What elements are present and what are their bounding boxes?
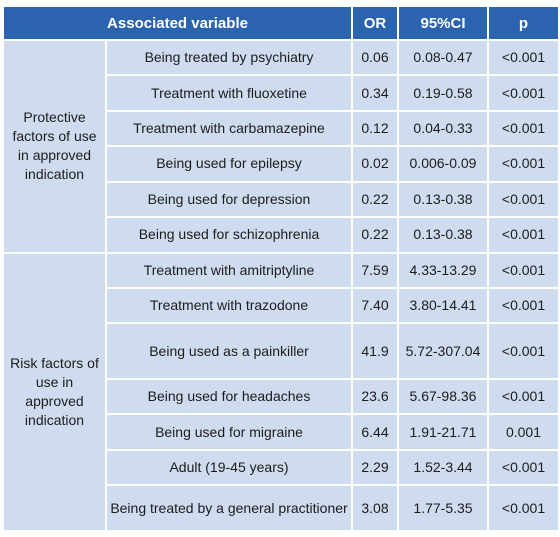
ci-cell: 5.72-307.04 [397,322,489,381]
ci-cell: 1.77-5.35 [397,484,489,532]
table-row: Treatment with trazodone 7.40 3.80-14.41 <0… [3,286,560,325]
variable-cell: Treatment with fluoxetine [105,74,353,112]
p-value-cell: <0.001 [487,109,560,148]
variable-cell: Being used for epilepsy [105,145,353,183]
variable-cell: Being used for headaches [105,378,353,416]
variable-cell: Being used as a painkiller [105,322,353,381]
variable-cell: Treatment with trazodone [105,286,353,325]
p-value-cell: <0.001 [487,145,560,183]
or-cell: 0.22 [351,180,399,219]
variable-cell: Treatment with amitriptyline [105,251,353,289]
p-value-cell: <0.001 [487,38,560,77]
group-label: Protective factors of use in approved in… [2,39,107,254]
p-value-cell: <0.001 [487,251,560,289]
variable-cell: Being used for schizophrenia [105,216,353,254]
results-table: Associated variable OR 95%CI p Protectiv… [2,5,560,533]
header-row: Associated variable OR 95%CI p [2,5,560,41]
table-row: Treatment with carbamazepine 0.12 0.04-0.3… [3,109,560,148]
header-p: p [487,5,560,41]
or-cell: 0.06 [351,38,399,77]
table-row: Being used for headaches 23.6 5.67-98.36 <0… [3,378,560,416]
p-value-cell: <0.001 [487,378,560,416]
p-value-cell: <0.001 [487,322,560,381]
or-cell: 23.6 [351,378,399,416]
variable-cell: Treatment with carbamazepine [105,109,353,148]
ci-cell: 0.13-0.38 [397,180,489,219]
or-cell: 0.02 [351,145,399,183]
or-cell: 6.44 [351,413,399,451]
ci-cell: 0.13-0.38 [397,216,489,254]
ci-cell: 3.80-14.41 [397,286,489,325]
table-row: Being used for migraine 6.44 1.91-21.71 0.0… [3,413,560,451]
or-cell: 7.59 [351,251,399,289]
or-cell: 0.22 [351,216,399,254]
or-cell: 0.12 [351,109,399,148]
ci-cell: 0.006-0.09 [397,145,489,183]
p-value-cell: <0.001 [487,216,560,254]
p-value-cell: 0.001 [487,413,560,451]
or-cell: 0.34 [351,74,399,112]
variable-cell: Being used for depression [105,180,353,219]
group-label: Risk factors of use in approved indicati… [2,251,107,533]
table-row: Protective factors of use in approved in… [2,38,560,254]
ci-cell: 5.67-98.36 [397,378,489,416]
ci-cell: 1.52-3.44 [397,448,489,487]
table-row: Being treated by a general practitioner 3… [3,484,560,532]
ci-cell: 0.08-0.47 [397,38,489,77]
variable-cell: Being used for migraine [105,413,353,451]
table-row: Adult (19-45 years) 2.29 1.52-3.44 <0.001 [3,448,560,487]
table-row: Treatment with fluoxetine 0.34 0.19-0.58 <0… [3,74,560,112]
p-value-cell: <0.001 [487,74,560,112]
or-cell: 2.29 [351,448,399,487]
header-or: OR [351,5,399,41]
variable-cell: Being treated by a general practitioner [105,484,353,532]
p-value-cell: <0.001 [487,484,560,532]
header-associated-variable: Associated variable [2,5,353,41]
ci-cell: 0.19-0.58 [397,74,489,112]
or-cell: 7.40 [351,286,399,325]
variable-cell: Being treated by psychiatry [105,38,353,77]
table-row: Being used for schizophrenia 0.22 0.13-0.3… [3,216,560,254]
ci-cell: 1.91-21.71 [397,413,489,451]
table-row: Risk factors of use in approved indicati… [2,251,560,533]
table-row: Being used for depression 0.22 0.13-0.38 <0… [3,180,560,219]
p-value-cell: <0.001 [487,180,560,219]
header-ci: 95%CI [397,5,489,41]
or-cell: 41.9 [351,322,399,381]
variable-cell: Adult (19-45 years) [105,448,353,487]
ci-cell: 0.04-0.33 [397,109,489,148]
p-value-cell: <0.001 [487,448,560,487]
table-row: Being used as a painkiller 41.9 5.72-307.0… [3,322,560,381]
ci-cell: 4.33-13.29 [397,251,489,289]
table-row: Being used for epilepsy 0.02 0.006-0.09 <0.… [3,145,560,183]
or-cell: 3.08 [351,484,399,532]
p-value-cell: <0.001 [487,286,560,325]
